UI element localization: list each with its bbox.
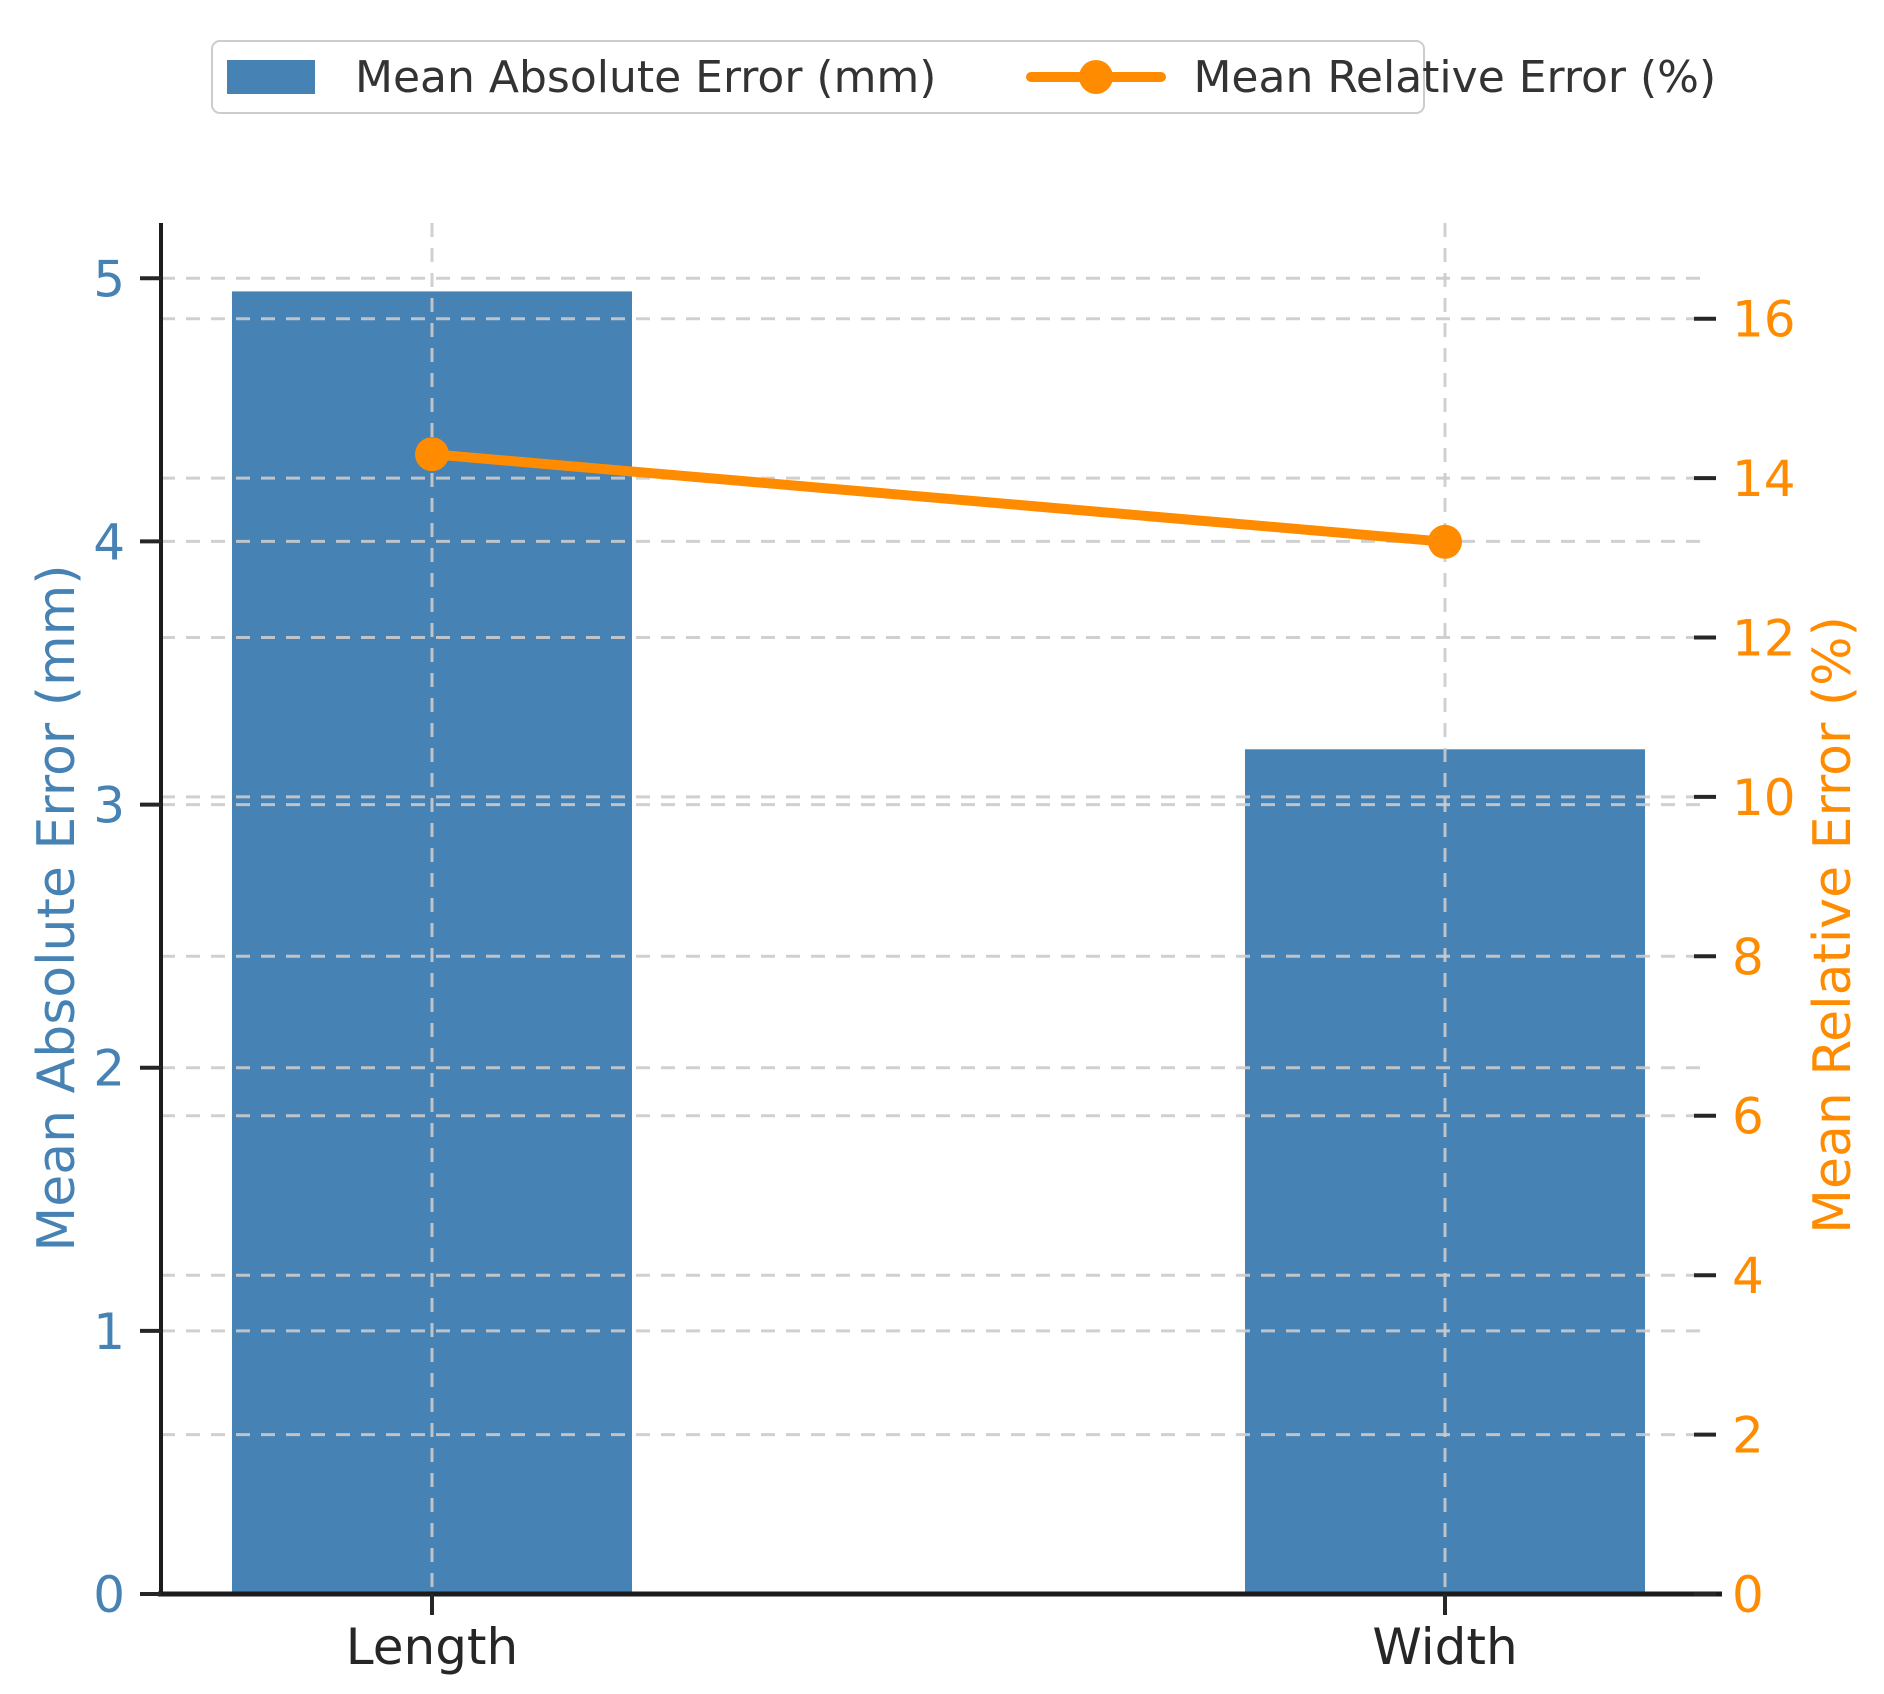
right-tick-label-12: 12: [1732, 610, 1796, 668]
legend-line-marker: [1026, 60, 1167, 94]
right-tick-label-16: 16: [1732, 291, 1796, 349]
right-tick-label-14: 14: [1732, 450, 1796, 508]
legend-label-mre: Mean Relative Error (%): [1193, 51, 1717, 103]
right-tick-label-2: 2: [1732, 1407, 1764, 1465]
right-tick-label-4: 4: [1732, 1247, 1764, 1305]
left-tick-label-0: 0: [93, 1566, 125, 1624]
right-tick-label-0: 0: [1732, 1566, 1764, 1624]
right-tick-label-8: 8: [1732, 928, 1764, 986]
right-tick-label-6: 6: [1732, 1088, 1764, 1146]
legend-bar-swatch: [227, 60, 315, 94]
left-tick-label-5: 5: [93, 250, 125, 308]
legend-box: Mean Absolute Error (mm) Mean Relative E…: [211, 40, 1716, 114]
legend-dot-icon: [1079, 60, 1114, 94]
x-category-label-length: Length: [345, 1618, 519, 1676]
right-tick-label-10: 10: [1732, 769, 1796, 827]
left-tick-label-4: 4: [93, 513, 125, 571]
left-axis-title: Mean Absolute Error (mm): [27, 564, 87, 1252]
left-tick-label-1: 1: [93, 1303, 125, 1361]
left-tick-label-3: 3: [93, 777, 125, 835]
mre-marker-length: [415, 437, 449, 472]
mre-marker-width: [1428, 524, 1462, 559]
legend-label-mae: Mean Absolute Error (mm): [355, 51, 937, 103]
left-tick-label-2: 2: [93, 1040, 125, 1098]
x-category-label-width: Width: [1372, 1618, 1518, 1676]
mre-line: [427, 449, 1450, 547]
right-axis-title: Mean Relative Error (%): [1803, 616, 1863, 1234]
